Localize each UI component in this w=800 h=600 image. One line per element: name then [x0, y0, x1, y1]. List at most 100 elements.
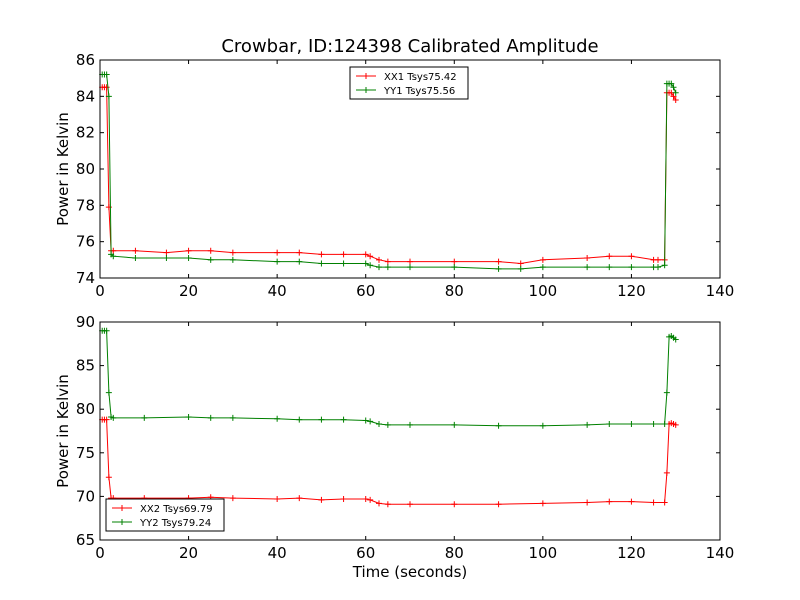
x-tick-label: 40 [268, 544, 287, 562]
x-tick-label: 100 [529, 282, 558, 300]
data-point [207, 414, 214, 421]
data-point [163, 249, 170, 256]
data-point [105, 474, 112, 481]
data-point [584, 499, 591, 506]
data-point [274, 249, 281, 256]
data-point [103, 416, 110, 423]
data-point [207, 256, 214, 263]
x-tick-label: 140 [706, 544, 735, 562]
data-point [384, 421, 391, 428]
data-point [672, 96, 679, 103]
data-point [668, 80, 675, 87]
data-point [318, 260, 325, 267]
data-point [318, 496, 325, 503]
data-point [650, 499, 657, 506]
x-tick-label: 0 [95, 282, 105, 300]
legend-marker [363, 73, 369, 79]
y-tick-label: 65 [76, 531, 95, 549]
data-point [517, 260, 524, 267]
x-axis-label: Time (seconds) [352, 563, 468, 581]
data-point [672, 89, 679, 96]
legend-label: YY1 Tsys75.56 [383, 86, 455, 97]
data-point [661, 499, 668, 506]
x-tick-label: 0 [95, 544, 105, 562]
x-tick-label: 60 [356, 544, 375, 562]
data-point [407, 258, 413, 265]
legend-marker [119, 519, 125, 525]
data-point [362, 260, 369, 267]
legend-box [105, 498, 225, 532]
data-point [110, 253, 117, 260]
data-point [655, 264, 661, 271]
y-tick-label: 70 [76, 487, 95, 505]
data-point [340, 496, 347, 503]
x-tick-label: 60 [356, 282, 375, 300]
data-point [407, 264, 413, 271]
data-point [340, 251, 347, 258]
legend-marker [363, 87, 369, 93]
data-point [606, 253, 613, 260]
data-point [384, 258, 391, 265]
legend-box [349, 66, 469, 100]
data-point [672, 421, 679, 428]
data-point [539, 264, 546, 271]
data-point [274, 415, 281, 422]
data-point [539, 422, 546, 429]
data-point [539, 256, 546, 263]
data-point [367, 262, 374, 269]
data-point [105, 93, 112, 100]
data-point [229, 249, 236, 256]
data-point [103, 327, 110, 334]
y-tick-label: 75 [76, 444, 95, 462]
x-tick-label: 80 [445, 282, 464, 300]
x-tick-label: 120 [617, 544, 646, 562]
data-point [229, 414, 236, 421]
x-tick-label: 120 [617, 282, 646, 300]
chart-panel-bottom: 0 20 40 60 80 100 120 140 65 70 75 80 85 90 Power in K… [54, 313, 734, 562]
x-tick-label: 100 [529, 544, 558, 562]
data-point [163, 255, 170, 262]
data-point [606, 264, 613, 271]
data-point [628, 421, 635, 428]
data-point [670, 84, 677, 91]
data-point [650, 421, 657, 428]
data-point [495, 501, 502, 508]
legend-label: YY2 Tsys79.24 [139, 518, 211, 529]
y-axis-label: Power in Kelvin [54, 374, 72, 488]
data-point [207, 247, 214, 254]
y-tick-label: 76 [76, 233, 95, 251]
data-point [655, 256, 661, 263]
data-point [274, 496, 281, 503]
data-point [229, 256, 236, 263]
x-tick-label: 140 [706, 282, 735, 300]
data-point [185, 247, 192, 254]
data-point [141, 414, 148, 421]
data-point [103, 84, 110, 91]
data-point [539, 500, 546, 507]
data-point [185, 255, 192, 262]
data-point [407, 501, 413, 508]
data-point [132, 255, 139, 262]
data-point [340, 416, 347, 423]
data-point [584, 264, 591, 271]
data-point [296, 249, 303, 256]
data-point [367, 496, 374, 503]
data-point [384, 501, 391, 508]
data-point [451, 264, 458, 271]
x-tick-label: 20 [179, 282, 198, 300]
x-tick-label: 40 [268, 282, 287, 300]
data-point [362, 496, 369, 503]
y-tick-label: 80 [76, 400, 95, 418]
y-tick-label: 82 [76, 124, 95, 142]
data-point [663, 389, 670, 396]
y-tick-label: 84 [76, 87, 95, 105]
data-point [376, 421, 382, 428]
x-tick-label: 80 [445, 544, 464, 562]
data-point [495, 265, 502, 272]
data-point [407, 421, 413, 428]
data-point [362, 417, 369, 424]
data-point [584, 421, 591, 428]
data-point [670, 93, 677, 100]
y-tick-label: 74 [76, 269, 95, 287]
data-point [185, 414, 192, 421]
